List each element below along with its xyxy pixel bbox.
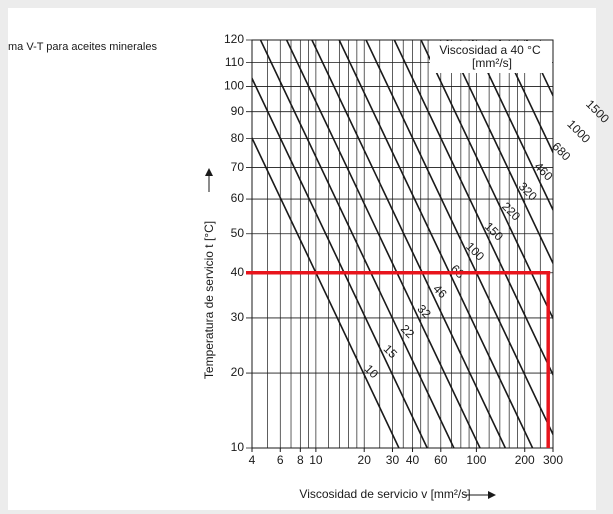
panel <box>8 8 596 510</box>
x-tick-label: 300 <box>543 453 563 467</box>
y-tick-label: 90 <box>231 104 245 118</box>
y-tick-label: 50 <box>231 226 245 240</box>
viscosity-line <box>498 40 553 155</box>
grid <box>246 39 554 452</box>
y-tick-label: 20 <box>231 365 245 379</box>
y-tick-label: 10 <box>231 440 245 454</box>
x-tick-label: 30 <box>386 453 400 467</box>
viscosity-line <box>338 40 534 448</box>
x-tick-label: 40 <box>406 453 420 467</box>
viscosity-line <box>393 40 553 377</box>
y-arrow-head <box>205 168 213 176</box>
viscosity-line <box>420 40 553 321</box>
viscosity-line <box>259 40 455 448</box>
x-axis-label: Viscosidad de servicio v [mm²/s] <box>299 487 470 501</box>
legend-title: Viscosidad a 40 °C <box>439 43 541 57</box>
legend-unit: [mm²/s] <box>472 56 512 70</box>
y-tick-label: 120 <box>224 32 244 46</box>
viscosity-line <box>471 40 553 212</box>
x-tick-label: 6 <box>277 453 284 467</box>
viscosity-line <box>525 40 553 98</box>
viscosity-line <box>285 40 481 448</box>
viscosity-line <box>252 76 429 448</box>
x-tick-label: 4 <box>249 453 256 467</box>
viscosity-line <box>252 136 400 448</box>
x-tick-label: 20 <box>358 453 372 467</box>
plot-frame <box>251 39 554 449</box>
y-tick-label: 60 <box>231 191 245 205</box>
y-tick-label: 40 <box>231 265 245 279</box>
x-tick-label: 60 <box>434 453 448 467</box>
y-tick-label: 30 <box>231 310 245 324</box>
x-tick-label: 8 <box>297 453 304 467</box>
viscosity-line <box>365 40 553 437</box>
x-tick-label: 200 <box>515 453 535 467</box>
x-tick-label: 100 <box>466 453 486 467</box>
highlight <box>246 271 551 448</box>
y-tick-label: 110 <box>225 55 244 69</box>
y-tick-label: 70 <box>231 160 245 174</box>
y-tick-label: 100 <box>224 79 244 93</box>
curves <box>252 40 553 448</box>
y-axis-label: Temperatura de servicio t [°C] <box>202 221 216 379</box>
x-tick-label: 10 <box>309 453 323 467</box>
y-tick-label: 80 <box>231 131 245 145</box>
caption: ma V-T para aceites minerales <box>8 41 157 53</box>
x-arrow-head <box>488 491 496 499</box>
viscosity-line <box>446 40 553 266</box>
viscosity-line <box>311 40 507 448</box>
legend-box <box>430 41 552 73</box>
